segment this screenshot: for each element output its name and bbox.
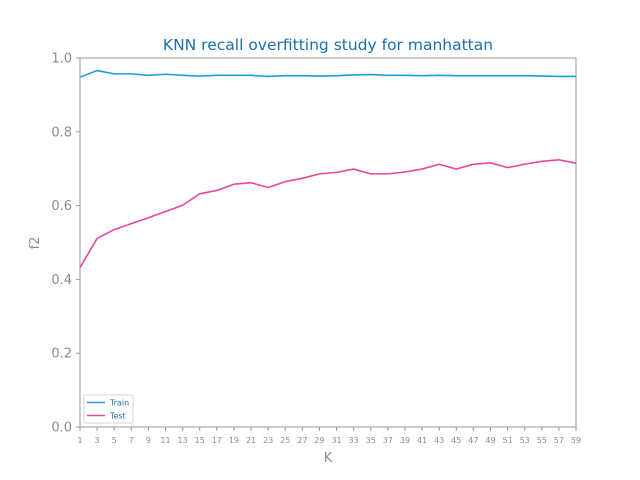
y-tick-label: 0.2 (51, 347, 72, 362)
x-tick-label: 43 (434, 436, 444, 445)
y-tick-label: 1.0 (51, 52, 72, 67)
y-tick-label: 0.0 (51, 421, 72, 436)
x-tick-label: 51 (502, 436, 512, 445)
x-tick-label: 3 (95, 436, 100, 445)
chart-title: KNN recall overfitting study for manhatt… (163, 36, 493, 54)
x-tick-label: 13 (178, 436, 188, 445)
x-tick-label: 39 (400, 436, 410, 445)
x-tick-label: 53 (520, 436, 530, 445)
series-line-train (79, 69, 576, 78)
x-tick-label: 19 (229, 436, 239, 445)
x-tick-label: 1 (77, 436, 82, 445)
y-tick-label: 0.6 (51, 199, 72, 214)
x-tick-label: 41 (417, 436, 427, 445)
x-tick-label: 59 (571, 436, 581, 445)
x-tick-label: 23 (263, 436, 273, 445)
x-tick-label: 31 (331, 436, 341, 445)
x-tick-label: 11 (160, 436, 170, 445)
x-tick-label: 29 (314, 436, 324, 445)
x-tick-label: 7 (129, 436, 134, 445)
x-tick-label: 49 (485, 436, 495, 445)
plot-area: 0.00.20.40.60.81.01 3 5 7 9 11 13 15 17 19 21 23 25 2… (51, 52, 581, 446)
x-axis-label: K (324, 451, 333, 466)
y-axis-label: f2 (28, 237, 43, 250)
x-tick-label: 17 (212, 436, 222, 445)
y-tick-label: 0.4 (51, 273, 72, 288)
y-tick-label: 0.8 (51, 125, 72, 140)
legend: Train Test (83, 394, 134, 424)
legend-label-test: Test (109, 412, 126, 421)
x-tick-label: 15 (195, 436, 205, 445)
x-tick-label: 9 (146, 436, 151, 445)
legend-label-train: Train (109, 399, 129, 408)
x-tick-label: 27 (297, 436, 307, 445)
x-tick-label: 35 (366, 436, 376, 445)
x-tick-label: 5 (112, 436, 117, 445)
x-tick-label: 57 (554, 436, 564, 445)
x-tick-label: 55 (537, 436, 547, 445)
plot-frame (79, 57, 577, 428)
x-tick-label: 37 (383, 436, 393, 445)
x-tick-label: 33 (349, 436, 359, 445)
x-tick-label: 25 (280, 436, 290, 445)
x-tick-label: 47 (468, 436, 478, 445)
x-tick-label: 45 (451, 436, 461, 445)
x-tick-label: 21 (246, 436, 256, 445)
series-line-test (79, 159, 577, 268)
